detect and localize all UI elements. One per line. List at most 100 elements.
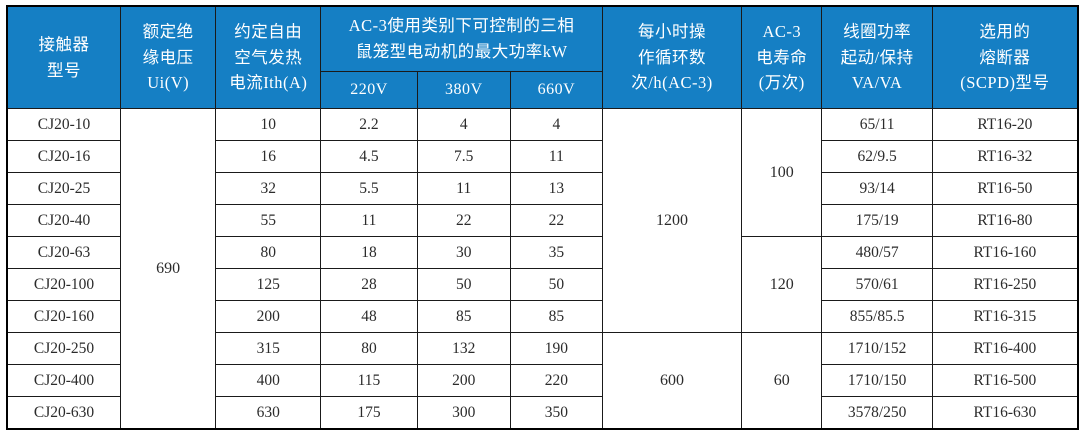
cell-power-660v: 350: [509, 396, 603, 430]
cell-power-220v: 2.2: [320, 108, 418, 141]
cell-power-380v: 7.5: [416, 140, 511, 173]
cell-power-660v: 22: [509, 204, 603, 237]
cell-thermal-current: 125: [215, 268, 322, 301]
cell-thermal-current: 315: [215, 332, 322, 365]
cell-model: CJ20-250: [6, 332, 122, 365]
cell-power-380v: 4: [416, 108, 511, 141]
cell-model: CJ20-400: [6, 364, 122, 397]
cell-thermal-current: 200: [215, 300, 322, 333]
table-header: 接触器 型号 额定绝 缘电压 Ui(V) 约定自由 空气发热 电流Ith(A) …: [6, 5, 1079, 109]
table-row: CJ20-40 55 11 22 22 175/19 RT16-80: [6, 204, 1079, 237]
header-ac3-max-power-group: AC-3使用类别下可控制的三相 鼠笼型电动机的最大功率kW: [320, 5, 603, 72]
header-fuse-model: 选用的 熔断器 (SCPD)型号: [931, 5, 1079, 109]
cell-thermal-current: 16: [215, 140, 322, 173]
contactor-spec-table: 接触器 型号 额定绝 缘电压 Ui(V) 约定自由 空气发热 电流Ith(A) …: [6, 5, 1079, 430]
header-220v: 220V: [320, 71, 418, 109]
cell-coil-power: 3578/250: [821, 396, 933, 430]
cell-model: CJ20-16: [6, 140, 122, 173]
header-thermal-current: 约定自由 空气发热 电流Ith(A): [215, 5, 322, 109]
cell-electrical-life: 120: [741, 236, 823, 333]
cell-power-660v: 85: [509, 300, 603, 333]
cell-coil-power: 93/14: [821, 172, 933, 205]
cell-coil-power: 62/9.5: [821, 140, 933, 173]
cell-model: CJ20-40: [6, 204, 122, 237]
cell-power-220v: 5.5: [320, 172, 418, 205]
cell-thermal-current: 32: [215, 172, 322, 205]
header-insulation-voltage: 额定绝 缘电压 Ui(V): [120, 5, 217, 109]
table-row: CJ20-16 16 4.5 7.5 11 62/9.5 RT16-32: [6, 140, 1079, 173]
cell-power-380v: 30: [416, 236, 511, 269]
cell-power-660v: 11: [509, 140, 603, 173]
cell-fuse-model: RT16-160: [931, 236, 1079, 269]
header-electrical-life: AC-3 电寿命 (万次): [741, 5, 823, 109]
cell-fuse-model: RT16-80: [931, 204, 1079, 237]
cell-power-660v: 35: [509, 236, 603, 269]
cell-coil-power: 570/61: [821, 268, 933, 301]
cell-fuse-model: RT16-50: [931, 172, 1079, 205]
cell-power-380v: 132: [416, 332, 511, 365]
table-row: CJ20-100 125 28 50 50 570/61 RT16-250: [6, 268, 1079, 301]
cell-power-220v: 18: [320, 236, 418, 269]
cell-power-660v: 50: [509, 268, 603, 301]
cell-model: CJ20-160: [6, 300, 122, 333]
cell-model: CJ20-630: [6, 396, 122, 430]
table-row: CJ20-250 315 80 132 190 600 60 1710/152 RT16-400: [6, 332, 1079, 430]
header-cycles-per-hour: 每小时操 作循环数 次/h(AC-3): [601, 5, 743, 109]
cell-thermal-current: 55: [215, 204, 322, 237]
cell-power-220v: 28: [320, 268, 418, 301]
cell-power-660v: 4: [509, 108, 603, 141]
cell-fuse-model: RT16-630: [931, 396, 1079, 430]
cell-fuse-model: RT16-250: [931, 268, 1079, 301]
cell-fuse-model: RT16-500: [931, 364, 1079, 397]
cell-electrical-life: 60: [741, 332, 823, 430]
table-row: CJ20-630 630 175 300 350 3578/250 RT16-630: [6, 396, 1079, 430]
cell-power-380v: 200: [416, 364, 511, 397]
cell-model: CJ20-100: [6, 268, 122, 301]
header-coil-power: 线圈功率 起动/保持 VA/VA: [821, 5, 933, 109]
header-380v: 380V: [416, 71, 511, 109]
cell-fuse-model: RT16-32: [931, 140, 1079, 173]
cell-thermal-current: 400: [215, 364, 322, 397]
cell-cycles-per-hour: 1200: [601, 108, 743, 333]
cell-fuse-model: RT16-20: [931, 108, 1079, 141]
table-row: CJ20-25 32 5.5 11 13 93/14 RT16-50: [6, 172, 1079, 205]
cell-fuse-model: RT16-400: [931, 332, 1079, 365]
cell-coil-power: 1710/150: [821, 364, 933, 397]
cell-coil-power: 855/85.5: [821, 300, 933, 333]
cell-power-380v: 22: [416, 204, 511, 237]
table-row: CJ20-10 690 10 2.2 4 4 1200 100 65/11 RT16-20: [6, 108, 1079, 430]
cell-model: CJ20-10: [6, 108, 122, 141]
cell-thermal-current: 630: [215, 396, 322, 430]
cell-cycles-per-hour: 600: [601, 332, 743, 430]
cell-power-220v: 48: [320, 300, 418, 333]
cell-power-380v: 50: [416, 268, 511, 301]
cell-model: CJ20-25: [6, 172, 122, 205]
table-row: CJ20-63 80 18 30 35 120 480/57 RT16-160: [6, 236, 1079, 333]
table-row: CJ20-400 400 115 200 220 1710/150 RT16-500: [6, 364, 1079, 397]
cell-power-380v: 11: [416, 172, 511, 205]
cell-power-380v: 85: [416, 300, 511, 333]
table-body: CJ20-10 690 10 2.2 4 4 1200 100 65/11 RT16-20 CJ20…: [6, 108, 1079, 430]
cell-power-380v: 300: [416, 396, 511, 430]
cell-model: CJ20-63: [6, 236, 122, 269]
cell-power-660v: 190: [509, 332, 603, 365]
cell-electrical-life: 100: [741, 108, 823, 237]
cell-power-220v: 80: [320, 332, 418, 365]
cell-thermal-current: 10: [215, 108, 322, 141]
cell-power-220v: 175: [320, 396, 418, 430]
cell-coil-power: 1710/152: [821, 332, 933, 365]
cell-power-220v: 4.5: [320, 140, 418, 173]
header-660v: 660V: [509, 71, 603, 109]
cell-power-220v: 11: [320, 204, 418, 237]
cell-power-220v: 115: [320, 364, 418, 397]
cell-coil-power: 480/57: [821, 236, 933, 269]
cell-fuse-model: RT16-315: [931, 300, 1079, 333]
cell-power-660v: 13: [509, 172, 603, 205]
cell-thermal-current: 80: [215, 236, 322, 269]
cell-insulation-voltage: 690: [120, 108, 217, 430]
cell-power-660v: 220: [509, 364, 603, 397]
header-contactor-model: 接触器 型号: [6, 5, 122, 109]
cell-coil-power: 175/19: [821, 204, 933, 237]
cell-coil-power: 65/11: [821, 108, 933, 141]
